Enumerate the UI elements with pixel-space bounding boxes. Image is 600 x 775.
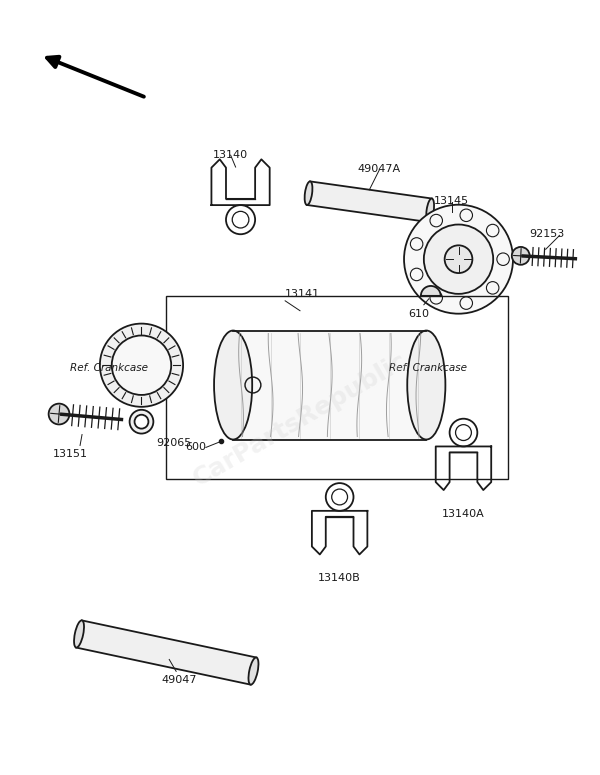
Text: 13145: 13145 xyxy=(434,196,469,206)
Bar xyxy=(166,296,508,479)
Circle shape xyxy=(134,415,148,429)
Wedge shape xyxy=(421,286,440,296)
Text: 600: 600 xyxy=(185,443,206,453)
Ellipse shape xyxy=(49,404,70,425)
Text: 13140A: 13140A xyxy=(442,509,485,519)
Bar xyxy=(233,330,427,439)
Polygon shape xyxy=(76,621,256,684)
Text: Ref. Crankcase: Ref. Crankcase xyxy=(70,363,148,374)
Circle shape xyxy=(130,410,154,433)
Circle shape xyxy=(112,336,171,395)
Polygon shape xyxy=(307,181,432,222)
Circle shape xyxy=(404,205,513,314)
Text: 13141: 13141 xyxy=(285,289,320,299)
Ellipse shape xyxy=(248,657,259,684)
Circle shape xyxy=(424,225,493,294)
Text: 13140: 13140 xyxy=(213,150,248,160)
Text: Ref. Crankcase: Ref. Crankcase xyxy=(389,363,467,374)
Ellipse shape xyxy=(512,247,530,265)
Text: 13151: 13151 xyxy=(53,449,88,460)
Text: 49047: 49047 xyxy=(161,675,197,685)
Text: CarPartsRepublic: CarPartsRepublic xyxy=(188,349,412,491)
Text: 13140B: 13140B xyxy=(318,574,361,584)
Text: 92153: 92153 xyxy=(529,229,565,239)
Circle shape xyxy=(445,246,472,273)
Ellipse shape xyxy=(407,330,445,439)
Text: 610: 610 xyxy=(409,308,430,319)
Ellipse shape xyxy=(214,330,252,439)
Ellipse shape xyxy=(426,198,434,222)
Ellipse shape xyxy=(74,621,84,648)
Text: 92065: 92065 xyxy=(157,438,191,447)
Ellipse shape xyxy=(305,181,313,205)
Circle shape xyxy=(100,324,183,407)
Text: 49047A: 49047A xyxy=(358,164,401,174)
